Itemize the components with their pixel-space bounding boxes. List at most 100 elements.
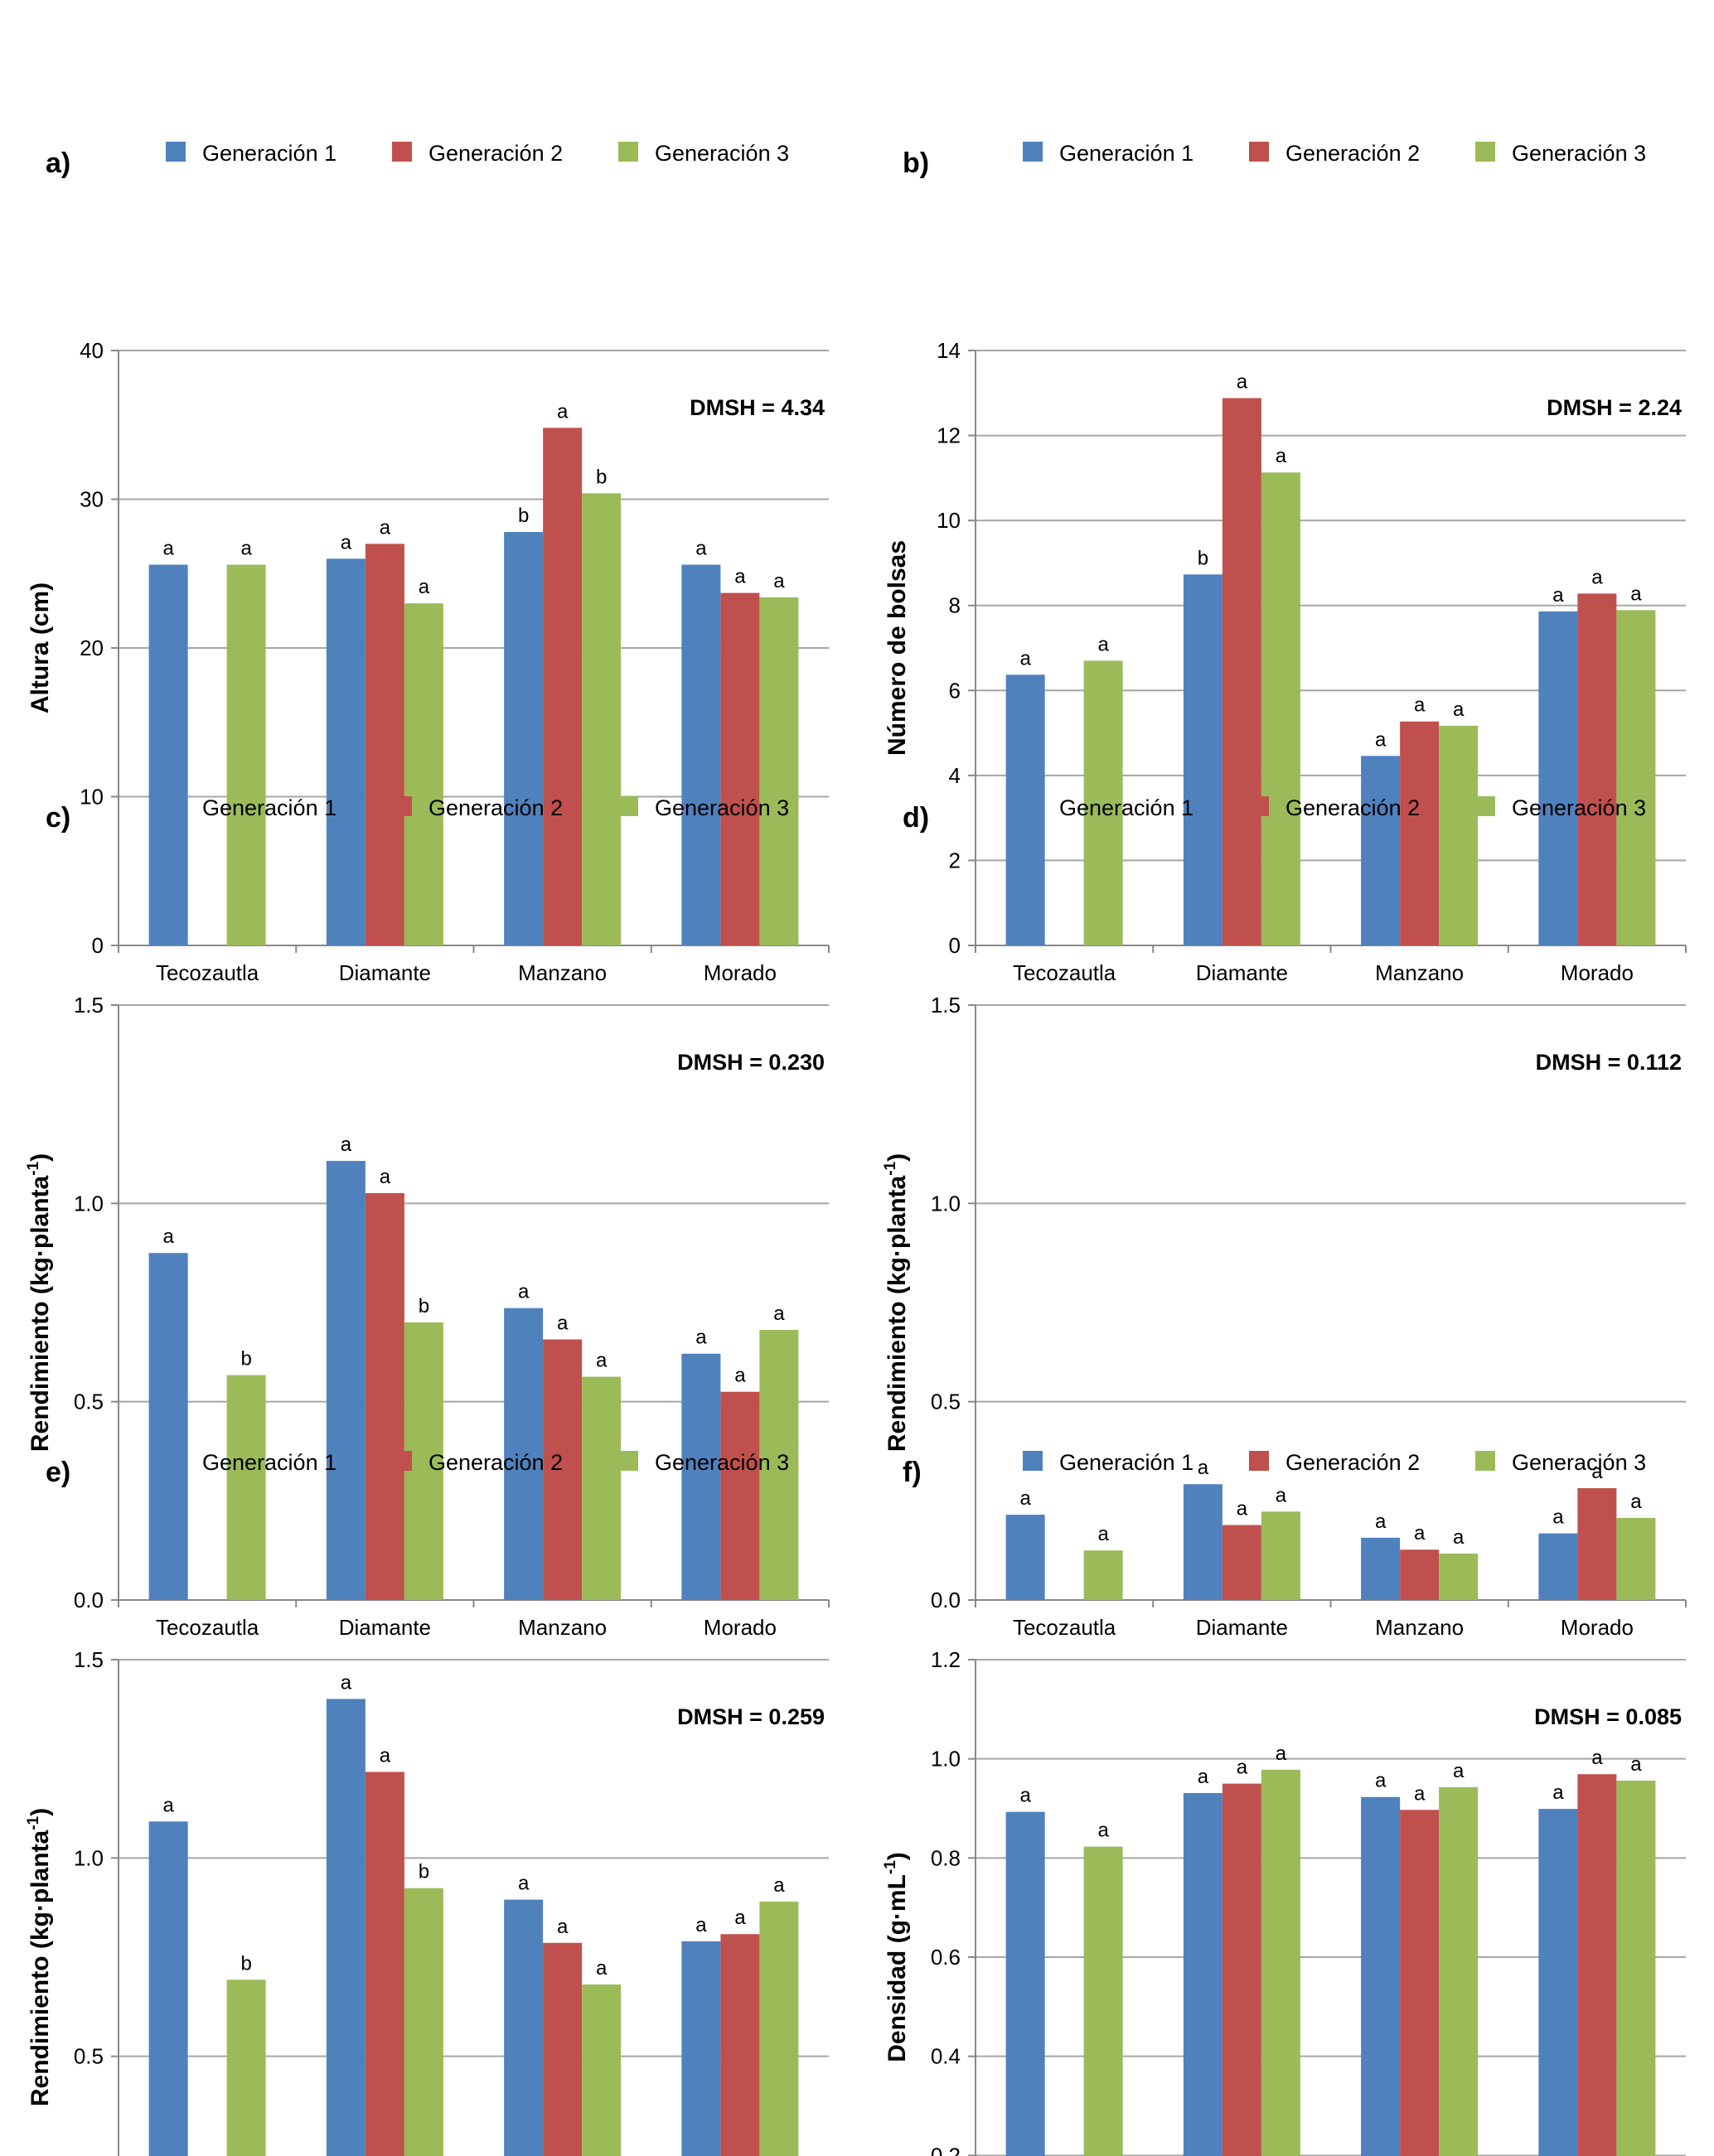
y-tick-label: 0.0 xyxy=(931,1588,961,1612)
bar-morado-gen1 xyxy=(1538,1809,1578,2156)
y-axis-label: Rendimiento (kg·planta-1) xyxy=(25,1153,54,1452)
panel-label: b) xyxy=(903,147,929,179)
panel-label: c) xyxy=(46,802,70,834)
legend-label-1: Generación 1 xyxy=(1059,141,1194,166)
legend-swatch-3 xyxy=(618,142,638,162)
significance-letter: a xyxy=(1237,370,1248,393)
y-tick-label: 6 xyxy=(949,678,961,703)
legend-swatch-3 xyxy=(618,796,638,816)
y-tick-label: 30 xyxy=(80,487,104,512)
significance-letter: a xyxy=(773,570,785,592)
y-axis-label-superscript: -1 xyxy=(25,1161,42,1175)
significance-letter: a xyxy=(773,1303,785,1325)
y-axis-label-end: ) xyxy=(884,1153,911,1162)
legend-swatch-3 xyxy=(618,1451,638,1471)
legend-label-1: Generación 1 xyxy=(1059,795,1194,820)
significance-letter: a xyxy=(341,531,352,554)
y-tick-label: 0 xyxy=(949,933,961,958)
y-tick-label: 1.5 xyxy=(931,993,961,1018)
bar-manzano-gen1 xyxy=(1361,1796,1401,2156)
x-tick-label: Morado xyxy=(1561,960,1634,985)
bar-manzano-gen1 xyxy=(1361,756,1401,945)
bar-manzano-gen1 xyxy=(504,531,544,945)
significance-letter: a xyxy=(1414,1522,1426,1544)
bar-morado-gen3 xyxy=(1616,610,1656,945)
y-tick-label: 12 xyxy=(937,423,961,448)
panel-label: a) xyxy=(46,147,70,179)
significance-letter: a xyxy=(1552,584,1564,607)
bar-manzano-gen2 xyxy=(1400,1549,1440,1600)
legend-label-1: Generación 1 xyxy=(202,141,337,166)
bar-morado-gen1 xyxy=(681,564,721,945)
x-tick-label: Diamante xyxy=(1196,1615,1288,1640)
bar-diamante-gen3 xyxy=(404,1888,443,2156)
y-axis-label: Número de bolsas xyxy=(884,540,911,756)
bar-diamante-gen1 xyxy=(1183,1792,1223,2156)
bar-diamante-gen3 xyxy=(1261,1769,1300,2156)
legend-label-3: Generación 3 xyxy=(1512,795,1646,820)
bar-manzano-gen1 xyxy=(504,1899,544,2156)
significance-letter: a xyxy=(596,1350,608,1372)
bar-morado-gen3 xyxy=(759,1330,799,1600)
x-tick-label: Diamante xyxy=(339,960,431,985)
bar-diamante-gen3 xyxy=(1261,472,1300,945)
y-tick-label: 0.5 xyxy=(931,1390,961,1414)
significance-letter: a xyxy=(734,566,746,588)
bar-tecozautla-gen3 xyxy=(226,1980,266,2156)
panel-label: d) xyxy=(903,802,929,834)
bar-diamante-gen3 xyxy=(404,603,443,945)
legend-swatch-2 xyxy=(392,796,412,816)
significance-letter: a xyxy=(1552,1781,1564,1804)
bar-manzano-gen1 xyxy=(1361,1537,1401,1600)
x-tick-label: Manzano xyxy=(518,960,607,985)
bar-diamante-gen3 xyxy=(1261,1511,1300,1600)
legend-label-3: Generación 3 xyxy=(655,1450,789,1475)
bar-diamante-gen1 xyxy=(326,1161,366,1600)
x-tick-label: Manzano xyxy=(518,1615,607,1640)
dmsh-annotation: DMSH = 0.259 xyxy=(677,1704,825,1729)
legend-label-1: Generación 1 xyxy=(202,1450,337,1475)
y-tick-label: 0.5 xyxy=(74,1390,104,1414)
bar-morado-gen2 xyxy=(1577,593,1617,945)
bar-tecozautla-gen3 xyxy=(226,564,266,945)
dmsh-annotation: DMSH = 2.24 xyxy=(1547,395,1682,420)
significance-letter: b xyxy=(596,466,607,488)
significance-letter: a xyxy=(695,1914,707,1936)
significance-letter: a xyxy=(380,1166,391,1188)
y-tick-label: 1.0 xyxy=(74,1191,104,1216)
significance-letter: a xyxy=(380,1744,391,1767)
panel-label: f) xyxy=(903,1457,922,1488)
significance-letter: a xyxy=(1375,1770,1387,1792)
bar-morado-gen2 xyxy=(720,1391,760,1600)
bar-tecozautla-gen1 xyxy=(1005,1515,1045,1600)
significance-letter: a xyxy=(162,537,174,559)
bar-diamante-gen2 xyxy=(1222,1783,1261,2156)
significance-letter: a xyxy=(1276,1484,1287,1506)
significance-letter: a xyxy=(240,537,252,559)
y-axis-label-superscript: -1 xyxy=(882,1161,899,1175)
x-tick-label: Diamante xyxy=(339,1615,431,1640)
legend-swatch-2 xyxy=(1249,796,1269,816)
significance-letter: a xyxy=(1276,445,1287,467)
significance-letter: a xyxy=(1276,1743,1287,1765)
y-tick-label: 1.5 xyxy=(74,993,104,1018)
bar-tecozautla-gen3 xyxy=(1083,1550,1123,1600)
legend-swatch-1 xyxy=(1023,796,1043,816)
significance-letter: a xyxy=(1453,1526,1465,1549)
chart-panel-4: d) Generación 1 Generación 2 Generación 3 0.… xyxy=(882,795,1687,1640)
bar-morado-gen2 xyxy=(720,592,760,945)
legend-label-1: Generación 1 xyxy=(1059,1450,1194,1475)
x-tick-label: Tecozautla xyxy=(156,1615,259,1640)
y-axis-label-end: ) xyxy=(884,1852,911,1860)
bar-morado-gen1 xyxy=(681,1353,721,1600)
y-tick-label: 1.2 xyxy=(931,1647,961,1672)
significance-letter: a xyxy=(1453,1760,1465,1782)
significance-letter: a xyxy=(695,537,707,559)
y-axis-label-text: Rendimiento (kg·planta xyxy=(27,1830,54,2106)
significance-letter: a xyxy=(1630,583,1642,605)
dmsh-annotation: DMSH = 0.230 xyxy=(677,1050,825,1075)
bar-tecozautla-gen1 xyxy=(148,564,188,945)
y-axis-label-text: Rendimiento (kg·planta xyxy=(27,1175,54,1452)
significance-letter: a xyxy=(1630,1491,1642,1513)
legend-swatch-3 xyxy=(1475,1451,1495,1471)
